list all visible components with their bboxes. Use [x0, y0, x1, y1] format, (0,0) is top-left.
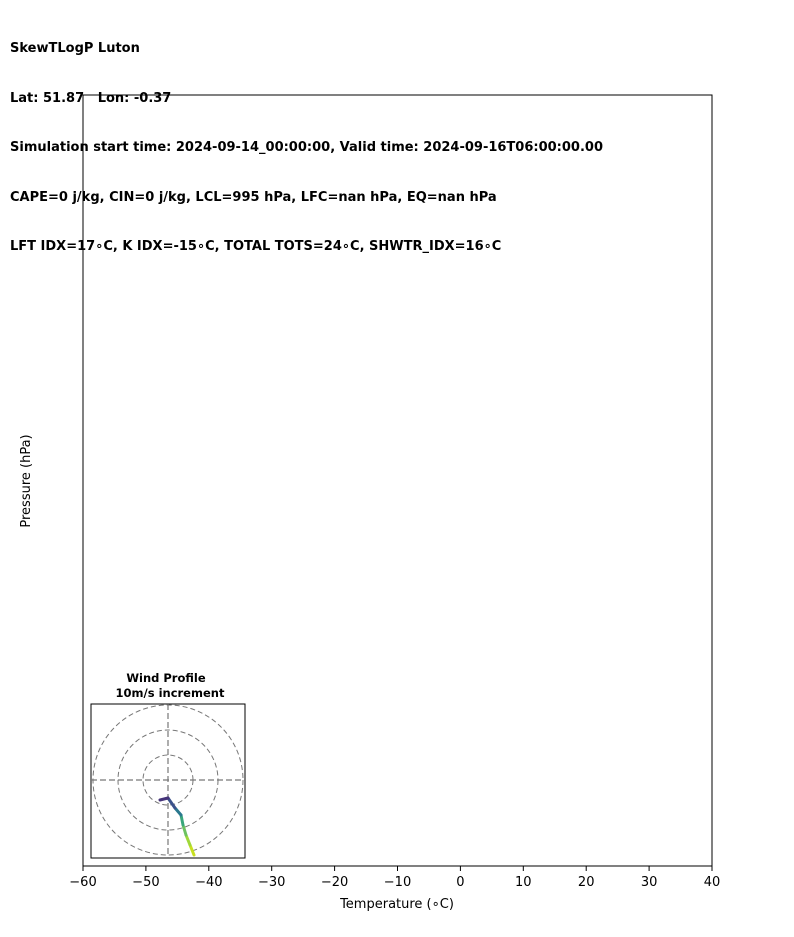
- x-tick-label: −40: [195, 875, 222, 890]
- wind-profile-inset: Wind Profile 10m/s increment: [90, 671, 246, 859]
- time-line: Simulation start time: 2024-09-14_00:00:…: [10, 140, 603, 155]
- x-tick-label: −60: [69, 875, 96, 890]
- hodograph-segment: [173, 806, 183, 817]
- x-tick-label: −20: [321, 875, 348, 890]
- hodograph-segment: [184, 833, 192, 847]
- x-tick-label: 20: [578, 875, 595, 890]
- x-tick-label: −30: [258, 875, 285, 890]
- x-tick-label: −50: [132, 875, 159, 890]
- x-tick-label: 0: [456, 875, 464, 890]
- inset-title: Wind Profile: [126, 671, 206, 685]
- hodograph-segment: [158, 796, 170, 802]
- x-tick-label: 30: [641, 875, 658, 890]
- x-tick-label: 40: [704, 875, 721, 890]
- hodograph-segment: [188, 843, 196, 857]
- chart-header: SkewTLogP Luton Lat: 51.87 Lon: -0.37 Si…: [10, 8, 603, 272]
- x-tick-label: −10: [384, 875, 411, 890]
- y-axis-label: Pressure (hPa): [19, 434, 34, 527]
- hodograph-segment: [181, 823, 188, 837]
- x-tick-label: 10: [515, 875, 532, 890]
- hodograph-segment: [166, 796, 177, 810]
- index-line: LFT IDX=17∘C, K IDX=-15∘C, TOTAL TOTS=24…: [10, 239, 502, 254]
- hodograph-segment: [179, 813, 185, 827]
- cape-line: CAPE=0 j/kg, CIN=0 j/kg, LCL=995 hPa, LF…: [10, 189, 497, 205]
- location-line: Lat: 51.87 Lon: -0.37: [10, 90, 172, 106]
- inset-subtitle: 10m/s increment: [116, 686, 225, 700]
- axis-ticks: −60−50−40−30−20−100102030401002003004005…: [69, 866, 721, 890]
- chart-title: SkewTLogP Luton: [10, 41, 140, 56]
- x-axis-label: Temperature (∘C): [339, 897, 454, 912]
